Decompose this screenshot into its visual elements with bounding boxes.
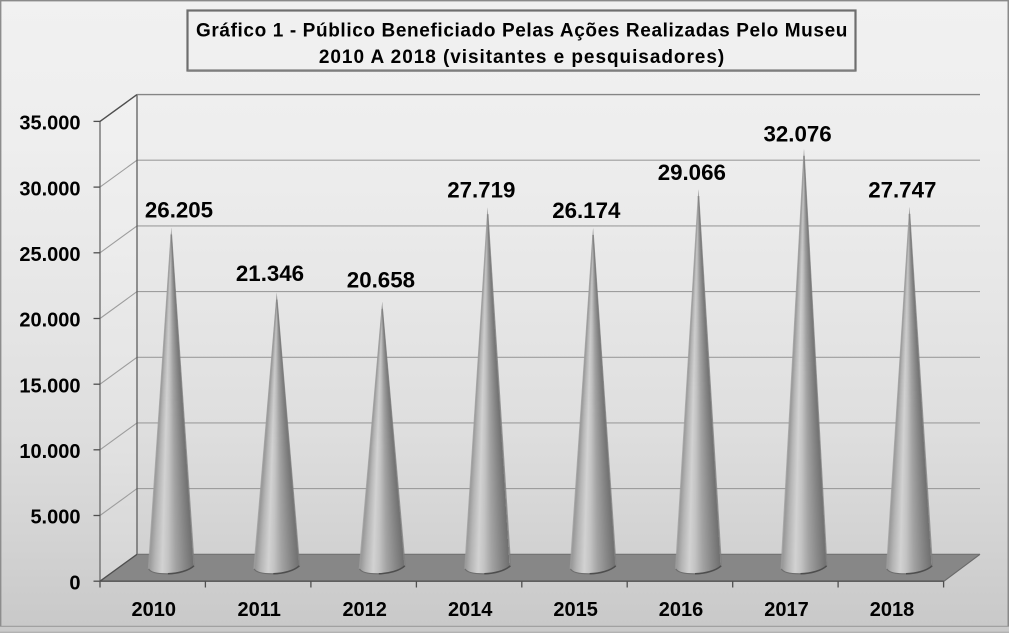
svg-text:26.205: 26.205	[145, 197, 213, 222]
svg-text:5.000: 5.000	[30, 507, 80, 529]
svg-text:15.000: 15.000	[19, 375, 80, 397]
svg-text:10.000: 10.000	[19, 441, 80, 463]
svg-text:26.174: 26.174	[552, 198, 621, 223]
svg-text:0: 0	[69, 572, 80, 594]
svg-text:2011: 2011	[238, 599, 281, 621]
svg-text:2014: 2014	[448, 599, 493, 621]
svg-text:2012: 2012	[342, 599, 387, 621]
svg-text:20.658: 20.658	[347, 268, 415, 293]
svg-text:2010 A 2018 (visitantes e pesq: 2010 A 2018 (visitantes e pesquisadores)	[319, 47, 725, 68]
svg-text:29.066: 29.066	[658, 160, 726, 185]
svg-text:2015: 2015	[553, 599, 598, 621]
svg-text:30.000: 30.000	[19, 178, 80, 200]
svg-text:20.000: 20.000	[19, 310, 80, 332]
svg-text:Gráfico 1 - Público Beneficiad: Gráfico 1 - Público Beneficiado Pelas Aç…	[196, 21, 848, 42]
svg-text:32.076: 32.076	[763, 121, 831, 146]
svg-text:35.000: 35.000	[19, 113, 80, 135]
svg-text:25.000: 25.000	[19, 244, 80, 266]
svg-text:2016: 2016	[659, 599, 704, 621]
svg-text:2018: 2018	[870, 599, 915, 621]
svg-text:21.346: 21.346	[236, 261, 304, 286]
svg-text:2017: 2017	[764, 599, 809, 621]
svg-text:2010: 2010	[132, 599, 177, 621]
svg-text:27.719: 27.719	[447, 178, 515, 203]
svg-text:27.747: 27.747	[868, 178, 936, 203]
